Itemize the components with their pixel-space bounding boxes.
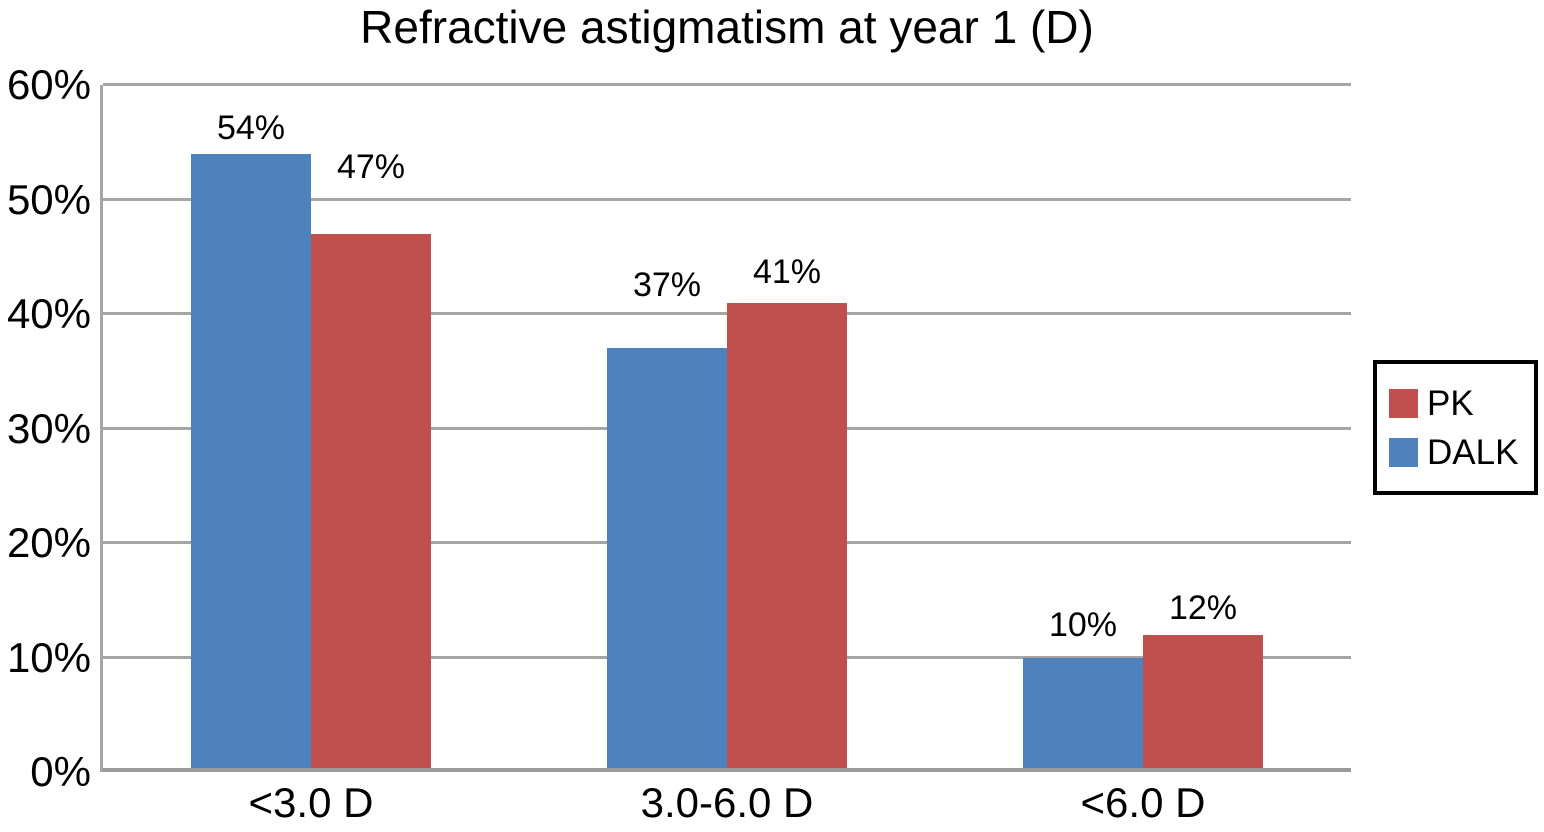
bar-pk: 47%	[311, 150, 431, 772]
bar-groups: 54% 47% 37% 41% 10% 12%	[103, 85, 1351, 772]
legend-swatch-dalk	[1389, 437, 1418, 467]
bar-pk: 41%	[727, 255, 847, 772]
bar-dalk: 10%	[1023, 608, 1143, 772]
bar-value-label: 47%	[336, 147, 406, 186]
x-axis-category-label: <6.0 D	[1080, 779, 1206, 826]
x-axis-labels: <3.0 D 3.0-6.0 D <6.0 D	[103, 779, 1351, 826]
bar-group: 54% 47%	[103, 85, 519, 772]
bar-value-label: 37%	[632, 266, 702, 305]
x-axis-line	[103, 768, 1351, 772]
y-axis-tick-label: 10%	[6, 633, 91, 681]
bar-value-label: 54%	[216, 108, 286, 147]
gridline	[103, 197, 1351, 201]
chart-title: Refractive astigmatism at year 1 (D)	[360, 1, 1094, 53]
legend-swatch-pk	[1389, 388, 1418, 418]
bar-pk: 12%	[1143, 591, 1263, 772]
y-axis-tick-label: 20%	[6, 519, 91, 566]
bar-value-label: 10%	[1048, 605, 1118, 644]
x-axis-category-label: 3.0-6.0 D	[640, 779, 814, 826]
legend-label: DALK	[1427, 432, 1519, 472]
bar-dalk: 37%	[607, 268, 727, 772]
bar-value-label: 41%	[752, 252, 822, 291]
bar-dalk: 54%	[191, 111, 311, 772]
plot-area: 54% 47% 37% 41% 10% 12%	[100, 83, 1351, 772]
bar-group: 37% 41%	[519, 85, 935, 772]
legend-item-pk: PK	[1389, 386, 1534, 421]
y-axis-tick-label: 50%	[6, 175, 91, 223]
y-axis-tick-label: 40%	[6, 290, 91, 337]
y-axis-tick-label: 30%	[6, 404, 91, 452]
y-axis-tick-label: 0%	[30, 748, 91, 795]
legend-label: PK	[1427, 383, 1474, 423]
bar-value-label: 12%	[1168, 588, 1238, 627]
y-axis-labels: 0% 10% 20% 30% 40% 50% 60%	[0, 64, 91, 793]
legend-item-dalk: DALK	[1389, 435, 1534, 470]
x-axis-category-label: <3.0 D	[248, 779, 374, 826]
y-axis-line	[100, 85, 103, 772]
legend: PK DALK	[1373, 360, 1538, 495]
gridline	[103, 83, 1351, 86]
bar-group: 10% 12%	[935, 85, 1351, 772]
y-axis-tick-label: 60%	[6, 61, 91, 108]
